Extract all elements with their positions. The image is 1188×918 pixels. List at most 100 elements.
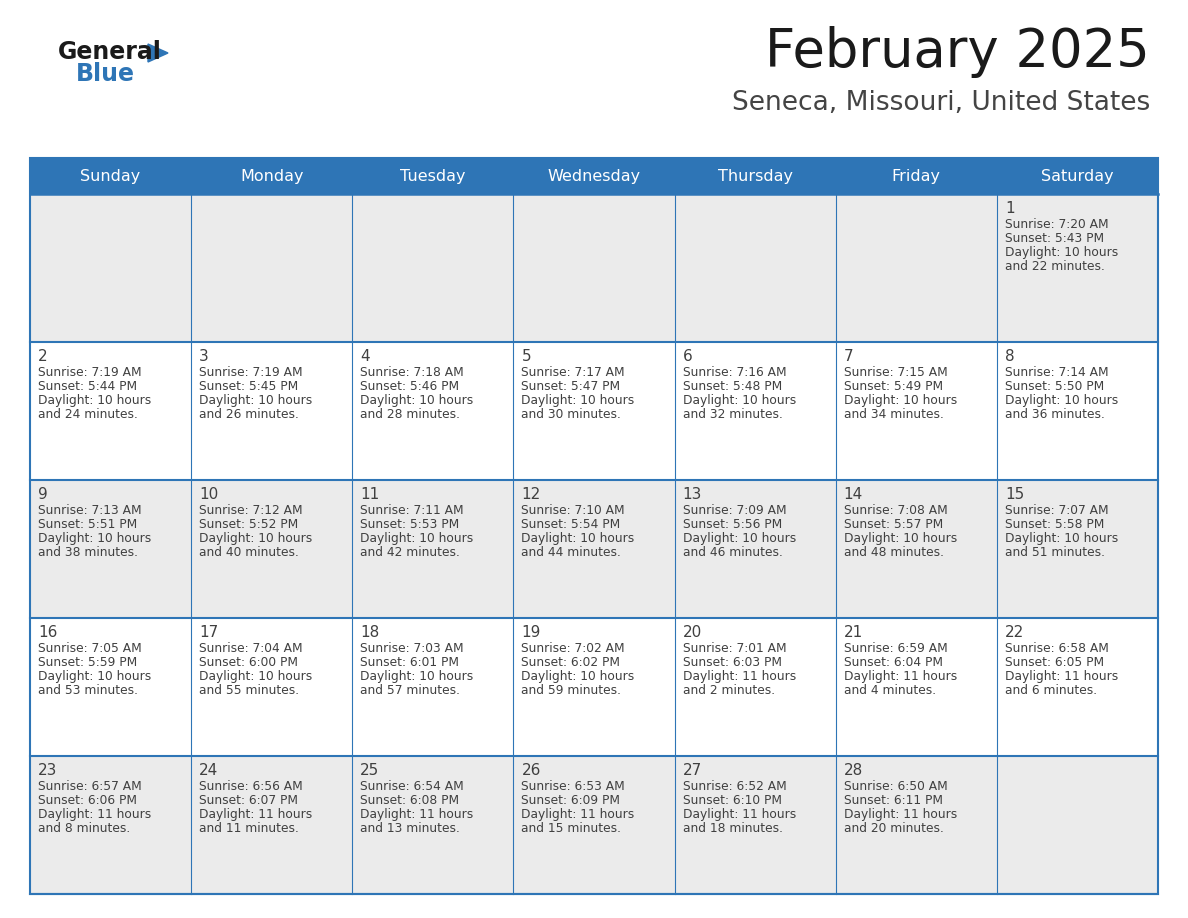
Text: and 2 minutes.: and 2 minutes.: [683, 684, 775, 697]
Text: Sunset: 6:07 PM: Sunset: 6:07 PM: [200, 794, 298, 807]
Text: Daylight: 11 hours: Daylight: 11 hours: [200, 808, 312, 821]
Text: Friday: Friday: [892, 169, 941, 184]
Text: 1: 1: [1005, 201, 1015, 216]
Text: Sunrise: 7:16 AM: Sunrise: 7:16 AM: [683, 366, 786, 379]
Text: 15: 15: [1005, 487, 1024, 502]
Text: Sunset: 6:10 PM: Sunset: 6:10 PM: [683, 794, 782, 807]
Text: and 51 minutes.: and 51 minutes.: [1005, 546, 1105, 559]
Text: Daylight: 11 hours: Daylight: 11 hours: [683, 808, 796, 821]
Text: Daylight: 10 hours: Daylight: 10 hours: [38, 532, 151, 545]
Text: Sunrise: 7:15 AM: Sunrise: 7:15 AM: [843, 366, 948, 379]
Text: and 30 minutes.: and 30 minutes.: [522, 408, 621, 421]
Text: Sunday: Sunday: [81, 169, 140, 184]
Text: 21: 21: [843, 625, 862, 640]
Text: Daylight: 11 hours: Daylight: 11 hours: [843, 670, 958, 683]
Text: 2: 2: [38, 349, 48, 364]
Text: Daylight: 10 hours: Daylight: 10 hours: [683, 532, 796, 545]
Text: 6: 6: [683, 349, 693, 364]
Text: General: General: [58, 40, 162, 64]
Text: and 15 minutes.: and 15 minutes.: [522, 822, 621, 835]
Text: Sunrise: 7:10 AM: Sunrise: 7:10 AM: [522, 504, 625, 517]
Text: Blue: Blue: [76, 62, 135, 86]
Bar: [30, 194, 1158, 342]
Text: Sunrise: 6:54 AM: Sunrise: 6:54 AM: [360, 780, 465, 793]
Text: Sunset: 6:08 PM: Sunset: 6:08 PM: [360, 794, 460, 807]
Text: Sunrise: 6:50 AM: Sunrise: 6:50 AM: [843, 780, 948, 793]
Text: and 36 minutes.: and 36 minutes.: [1005, 408, 1105, 421]
Text: Daylight: 10 hours: Daylight: 10 hours: [522, 532, 634, 545]
Text: and 44 minutes.: and 44 minutes.: [522, 546, 621, 559]
Text: Daylight: 10 hours: Daylight: 10 hours: [200, 532, 312, 545]
Text: Sunrise: 7:17 AM: Sunrise: 7:17 AM: [522, 366, 625, 379]
Text: Sunset: 6:01 PM: Sunset: 6:01 PM: [360, 656, 460, 669]
Text: and 26 minutes.: and 26 minutes.: [200, 408, 299, 421]
Text: Sunrise: 7:09 AM: Sunrise: 7:09 AM: [683, 504, 786, 517]
Text: 24: 24: [200, 763, 219, 778]
Text: Sunrise: 7:19 AM: Sunrise: 7:19 AM: [38, 366, 141, 379]
Text: Daylight: 10 hours: Daylight: 10 hours: [200, 670, 312, 683]
Text: and 42 minutes.: and 42 minutes.: [360, 546, 460, 559]
Text: Sunrise: 7:05 AM: Sunrise: 7:05 AM: [38, 642, 141, 655]
Text: Sunset: 6:06 PM: Sunset: 6:06 PM: [38, 794, 137, 807]
Text: Sunset: 6:00 PM: Sunset: 6:00 PM: [200, 656, 298, 669]
Text: Sunset: 5:57 PM: Sunset: 5:57 PM: [843, 518, 943, 531]
Text: Sunrise: 7:08 AM: Sunrise: 7:08 AM: [843, 504, 948, 517]
Text: Sunrise: 7:14 AM: Sunrise: 7:14 AM: [1005, 366, 1108, 379]
Text: and 40 minutes.: and 40 minutes.: [200, 546, 299, 559]
Text: Sunrise: 6:56 AM: Sunrise: 6:56 AM: [200, 780, 303, 793]
Text: Sunset: 5:49 PM: Sunset: 5:49 PM: [843, 380, 943, 393]
Text: Daylight: 11 hours: Daylight: 11 hours: [843, 808, 958, 821]
Text: and 13 minutes.: and 13 minutes.: [360, 822, 460, 835]
Text: Sunset: 6:03 PM: Sunset: 6:03 PM: [683, 656, 782, 669]
Text: Sunset: 5:45 PM: Sunset: 5:45 PM: [200, 380, 298, 393]
Text: 12: 12: [522, 487, 541, 502]
Text: Daylight: 10 hours: Daylight: 10 hours: [38, 394, 151, 407]
Text: Sunrise: 7:18 AM: Sunrise: 7:18 AM: [360, 366, 465, 379]
Bar: [30, 342, 1158, 480]
Text: Sunrise: 7:12 AM: Sunrise: 7:12 AM: [200, 504, 303, 517]
Text: Sunrise: 7:11 AM: Sunrise: 7:11 AM: [360, 504, 463, 517]
Text: 5: 5: [522, 349, 531, 364]
Text: Sunset: 5:43 PM: Sunset: 5:43 PM: [1005, 232, 1104, 245]
Text: 26: 26: [522, 763, 541, 778]
Text: 18: 18: [360, 625, 379, 640]
Text: Daylight: 11 hours: Daylight: 11 hours: [38, 808, 151, 821]
Text: Sunrise: 6:53 AM: Sunrise: 6:53 AM: [522, 780, 625, 793]
Text: 8: 8: [1005, 349, 1015, 364]
Text: Daylight: 10 hours: Daylight: 10 hours: [843, 532, 958, 545]
Text: Saturday: Saturday: [1041, 169, 1113, 184]
Bar: [30, 618, 1158, 756]
Text: Sunrise: 7:02 AM: Sunrise: 7:02 AM: [522, 642, 625, 655]
Text: and 28 minutes.: and 28 minutes.: [360, 408, 460, 421]
Text: Sunset: 5:48 PM: Sunset: 5:48 PM: [683, 380, 782, 393]
Text: Daylight: 10 hours: Daylight: 10 hours: [843, 394, 958, 407]
Text: 3: 3: [200, 349, 209, 364]
Text: Sunrise: 6:57 AM: Sunrise: 6:57 AM: [38, 780, 141, 793]
Text: Sunset: 6:11 PM: Sunset: 6:11 PM: [843, 794, 943, 807]
Text: Wednesday: Wednesday: [548, 169, 640, 184]
Text: Daylight: 10 hours: Daylight: 10 hours: [360, 394, 474, 407]
Text: 9: 9: [38, 487, 48, 502]
Text: and 34 minutes.: and 34 minutes.: [843, 408, 943, 421]
Bar: [30, 158, 1158, 194]
Text: Sunrise: 6:58 AM: Sunrise: 6:58 AM: [1005, 642, 1108, 655]
Text: Tuesday: Tuesday: [400, 169, 466, 184]
Text: Sunrise: 6:52 AM: Sunrise: 6:52 AM: [683, 780, 786, 793]
Text: Sunset: 5:58 PM: Sunset: 5:58 PM: [1005, 518, 1104, 531]
Text: and 38 minutes.: and 38 minutes.: [38, 546, 138, 559]
Text: Daylight: 10 hours: Daylight: 10 hours: [1005, 246, 1118, 259]
Text: Sunset: 5:52 PM: Sunset: 5:52 PM: [200, 518, 298, 531]
Text: and 4 minutes.: and 4 minutes.: [843, 684, 936, 697]
Text: Daylight: 10 hours: Daylight: 10 hours: [360, 670, 474, 683]
Text: Sunset: 6:02 PM: Sunset: 6:02 PM: [522, 656, 620, 669]
Text: and 6 minutes.: and 6 minutes.: [1005, 684, 1097, 697]
Text: and 20 minutes.: and 20 minutes.: [843, 822, 943, 835]
Text: Daylight: 10 hours: Daylight: 10 hours: [38, 670, 151, 683]
Text: and 11 minutes.: and 11 minutes.: [200, 822, 299, 835]
Polygon shape: [148, 44, 168, 62]
Text: 17: 17: [200, 625, 219, 640]
Bar: [30, 158, 1158, 894]
Text: Sunset: 5:59 PM: Sunset: 5:59 PM: [38, 656, 138, 669]
Bar: [30, 756, 1158, 894]
Text: and 22 minutes.: and 22 minutes.: [1005, 260, 1105, 273]
